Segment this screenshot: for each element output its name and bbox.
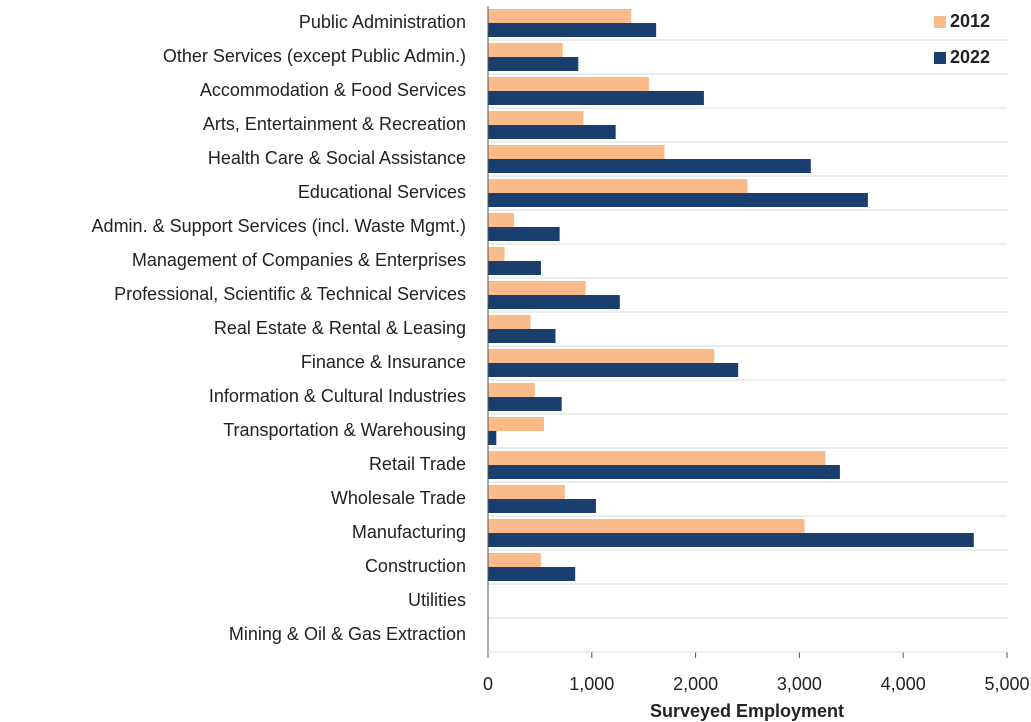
x-tick-label: 5,000 [984,674,1029,694]
bar [488,499,596,513]
y-tick-label: Retail Trade [369,454,466,474]
legend-label: 2022 [950,47,990,67]
bar [488,465,840,479]
bar [488,261,541,275]
bar [488,519,805,533]
y-tick-label: Mining & Oil & Gas Extraction [229,624,466,644]
x-tick-label: 3,000 [777,674,822,694]
legend-swatch [934,52,946,64]
bar [488,125,616,139]
bar [488,23,657,37]
bar [488,295,620,309]
x-tick-label: 0 [483,674,493,694]
x-tick-label: 4,000 [881,674,926,694]
x-tick-label: 1,000 [569,674,614,694]
y-tick-label: Transportation & Warehousing [223,420,466,440]
y-tick-label: Utilities [408,590,466,610]
bar [488,179,748,193]
y-tick-label: Arts, Entertainment & Recreation [203,114,466,134]
y-tick-label: Finance & Insurance [301,352,466,372]
bar [488,247,505,261]
bar [488,485,565,499]
y-tick-label: Health Care & Social Assistance [208,148,466,168]
bar [488,363,739,377]
bar [488,431,497,445]
bar [488,281,586,295]
y-tick-label: Manufacturing [352,522,466,542]
bar [488,227,560,241]
y-tick-label: Educational Services [298,182,466,202]
bar [488,43,563,57]
x-tick-label: 2,000 [673,674,718,694]
bar [488,451,826,465]
y-tick-label: Real Estate & Rental & Leasing [214,318,466,338]
bar [488,553,541,567]
x-axis-title: Surveyed Employment [650,701,844,721]
bar [488,567,576,581]
y-tick-label: Professional, Scientific & Technical Ser… [114,284,466,304]
bar [488,57,579,71]
bar [488,329,556,343]
bar [488,111,584,125]
y-tick-label: Wholesale Trade [331,488,466,508]
bar [488,315,531,329]
bar [488,213,514,227]
bar [488,77,649,91]
bar [488,91,704,105]
bar [488,193,868,207]
y-tick-label: Accommodation & Food Services [200,80,466,100]
bar [488,533,974,547]
y-tick-label: Public Administration [299,12,466,32]
legend-swatch [934,16,946,28]
bar [488,349,715,363]
bar [488,397,562,411]
y-tick-label: Information & Cultural Industries [209,386,466,406]
bar [488,417,545,431]
y-tick-label: Management of Companies & Enterprises [132,250,466,270]
bar [488,145,665,159]
legend-label: 2012 [950,11,990,31]
bar [488,159,811,173]
bar [488,383,535,397]
y-tick-label: Admin. & Support Services (incl. Waste M… [92,216,466,236]
bar [488,9,632,23]
y-tick-label: Construction [365,556,466,576]
y-tick-label: Other Services (except Public Admin.) [163,46,466,66]
